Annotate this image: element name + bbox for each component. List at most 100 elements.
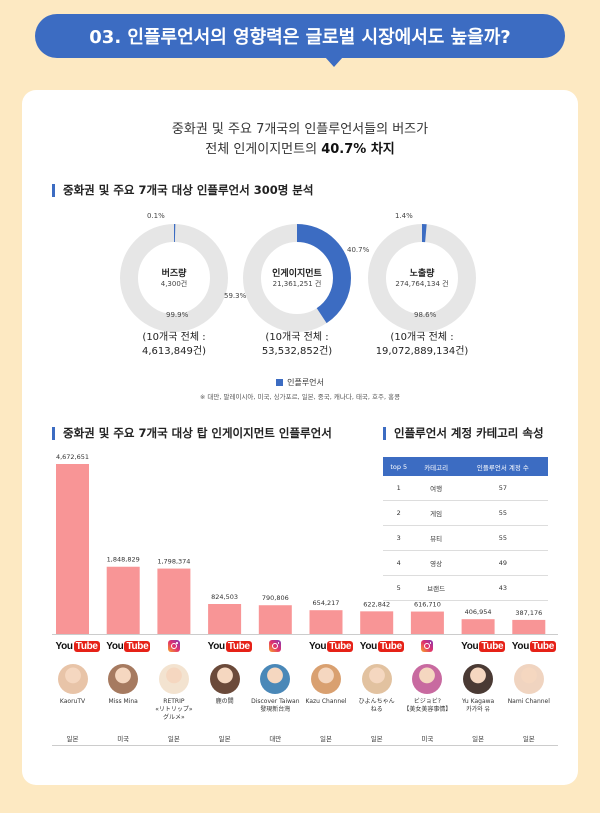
influencer-name: ひよんちゃん ねる	[347, 698, 407, 714]
bar-value-label: 824,503	[211, 593, 238, 601]
donut-share-label: 40.7%	[347, 246, 370, 254]
legend-swatch	[276, 379, 284, 386]
youtube-logo-badge: Tube	[327, 641, 354, 652]
count-cell: 55	[457, 500, 548, 526]
footnote: ※ 대만, 말레이시아, 미국, 싱가포르, 일본, 중국, 캐나다, 태국, …	[199, 393, 401, 401]
category-table-header: top 5 카테고리 인플루언서 계정 수	[383, 457, 548, 476]
category-cell: 영상	[414, 550, 458, 576]
bar	[360, 611, 394, 634]
donut-center-label: 버즈량 4,300건	[134, 266, 214, 289]
bar	[56, 464, 89, 634]
influencer-name-line: RETRIP	[163, 698, 185, 705]
bar-value-label: 1,798,374	[157, 558, 190, 566]
influencer-country: 일본	[66, 735, 79, 743]
intro-highlight: 40.7% 차지	[321, 142, 395, 157]
influencer-country: 미국	[117, 735, 130, 743]
donut-influencer-segment	[368, 224, 476, 332]
intro-line2: 전체 인게이지먼트의 40.7% 차지	[22, 140, 578, 160]
donut-total-line2: 19,072,889,134건)	[375, 346, 469, 357]
content-card: 중화권 및 주요 7개국의 인플루언서들의 버즈가 전체 인게이지먼트의 40.…	[22, 90, 578, 785]
page-title: 03. 인플루언서의 영향력은 글로벌 시장에서도 높을까?	[35, 14, 565, 67]
influencer-country: 미국	[421, 735, 434, 743]
count-cell: 49	[457, 550, 548, 576]
avatar	[463, 664, 494, 694]
category-cell: 브랜드	[414, 575, 458, 601]
donut-metric-name: 버즈량	[161, 269, 187, 279]
table-row: 4 영상 49	[383, 550, 548, 576]
youtube-logo-badge: Tube	[124, 641, 151, 652]
rank-cell: 1	[383, 476, 415, 501]
section3-title: 인플루언서 계정 카테고리 속성	[383, 427, 544, 440]
influencer-name-line: 【美女美容事情】	[403, 706, 452, 713]
youtube-logo-text: You	[207, 641, 226, 652]
rank-cell: 2	[383, 500, 415, 526]
bar-value-label: 387,176	[515, 609, 542, 617]
avatar	[412, 664, 443, 694]
youtube-logo-text: You	[461, 641, 479, 652]
bar	[106, 566, 140, 634]
donut-center-label: 인게이지먼트 21,361,251 건	[257, 266, 337, 289]
donut-total: (10개국 전체 : 4,613,849건)	[109, 331, 239, 359]
donut-total-line2: 4,613,849건)	[142, 346, 206, 357]
donut-legend: 인플루언서	[22, 377, 578, 388]
bar	[157, 568, 191, 634]
bar-value-label: 1,848,829	[107, 556, 140, 564]
influencer-name-line: 鹿の間	[215, 698, 234, 705]
bar-value-label: 4,672,651	[56, 453, 89, 461]
instagram-icon	[167, 640, 180, 652]
youtube-logo-badge: Tube	[225, 641, 252, 652]
bar	[208, 604, 242, 634]
donut-metric-value: 21,361,251 건	[272, 280, 322, 288]
donut-chart	[242, 223, 352, 333]
bar-value-label: 616,710	[414, 601, 441, 609]
influencer-name-line: グルメ»	[163, 714, 185, 721]
avatar	[260, 664, 291, 694]
influencer-name: Miss Mina	[93, 698, 153, 706]
bar	[512, 619, 546, 634]
rank-cell: 5	[383, 575, 415, 601]
influencer-name-line: ひよんちゃん	[358, 698, 395, 705]
donut-influencer-segment	[243, 224, 351, 332]
influencer-name-line: 카가와 유	[466, 706, 491, 713]
donut-chart	[119, 223, 229, 333]
youtube-logo-text: You	[106, 641, 124, 652]
header-count: 인플루언서 계정 수	[457, 457, 548, 476]
influencer-name: Yu Kagawa 카가와 유	[448, 698, 508, 714]
header-category: 카테고리	[414, 457, 458, 476]
donut-metric-value: 4,300건	[160, 280, 188, 288]
influencer-name: KaoruTV	[43, 698, 103, 706]
bar	[461, 619, 495, 634]
category-table: top 5 카테고리 인플루언서 계정 수 1 여행 57 2 게임 55 3 뷰티 55 …	[383, 457, 548, 601]
section1-title: 중화권 및 주요 7개국 대상 인플루언서 300명 분석	[52, 184, 313, 197]
header-rank: top 5	[383, 457, 415, 476]
influencer-name-line: ビジョビ?	[413, 698, 441, 705]
youtube-logo-text: You	[359, 641, 378, 652]
influencer-name-line: Yu Kagawa	[461, 698, 495, 705]
influencer-name: Kazu Channel	[296, 698, 356, 706]
bar-value-label: 654,217	[313, 599, 340, 607]
donut-share-label: 1.4%	[395, 212, 413, 220]
donut-chart	[367, 223, 477, 333]
youtube-icon: You Tube	[208, 640, 252, 653]
youtube-icon: You Tube	[309, 640, 354, 653]
donut-total-line1: (10개국 전체 :	[265, 332, 329, 343]
influencer-country: 일본	[218, 735, 231, 743]
rank-cell: 3	[383, 525, 415, 551]
youtube-icon: You Tube	[56, 640, 100, 653]
influencer-name-line: Kazu Channel	[305, 698, 347, 705]
avatar	[209, 664, 240, 694]
influencer-name: ビジョビ? 【美女美容事情】	[397, 698, 457, 714]
influencer-country: 일본	[320, 735, 332, 743]
influencer-country: 일본	[370, 735, 383, 743]
country-row-divider	[52, 745, 558, 746]
youtube-logo-text: You	[55, 641, 74, 652]
donut-metric-name: 인게이지먼트	[272, 269, 322, 279]
avatar	[311, 664, 341, 694]
donut-share-label: 0.1%	[147, 212, 165, 220]
bar	[410, 611, 444, 634]
influencer-name-line: Miss Mina	[108, 698, 138, 705]
influencer-country: 일본	[472, 735, 485, 743]
instagram-icon	[421, 640, 434, 652]
bar-value-label: 622,842	[363, 600, 390, 608]
bar	[258, 605, 292, 634]
